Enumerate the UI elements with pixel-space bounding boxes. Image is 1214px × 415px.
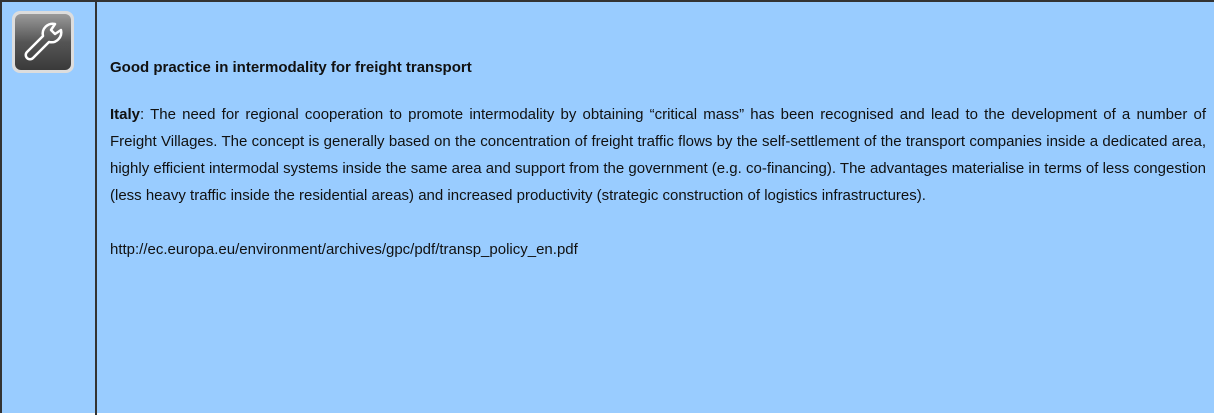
wrench-icon [12, 11, 74, 73]
content: Good practice in intermodality for freig… [110, 54, 1206, 263]
paragraph-text: : The need for regional cooperation to p… [110, 106, 1206, 204]
source-url: http://ec.europa.eu/environment/archives… [110, 241, 578, 258]
box-title: Good practice in intermodality for freig… [110, 59, 472, 76]
country: Italy [110, 106, 141, 123]
paragraph: Italy: The need for regional cooperation… [110, 101, 1206, 209]
column-divider [95, 2, 97, 415]
